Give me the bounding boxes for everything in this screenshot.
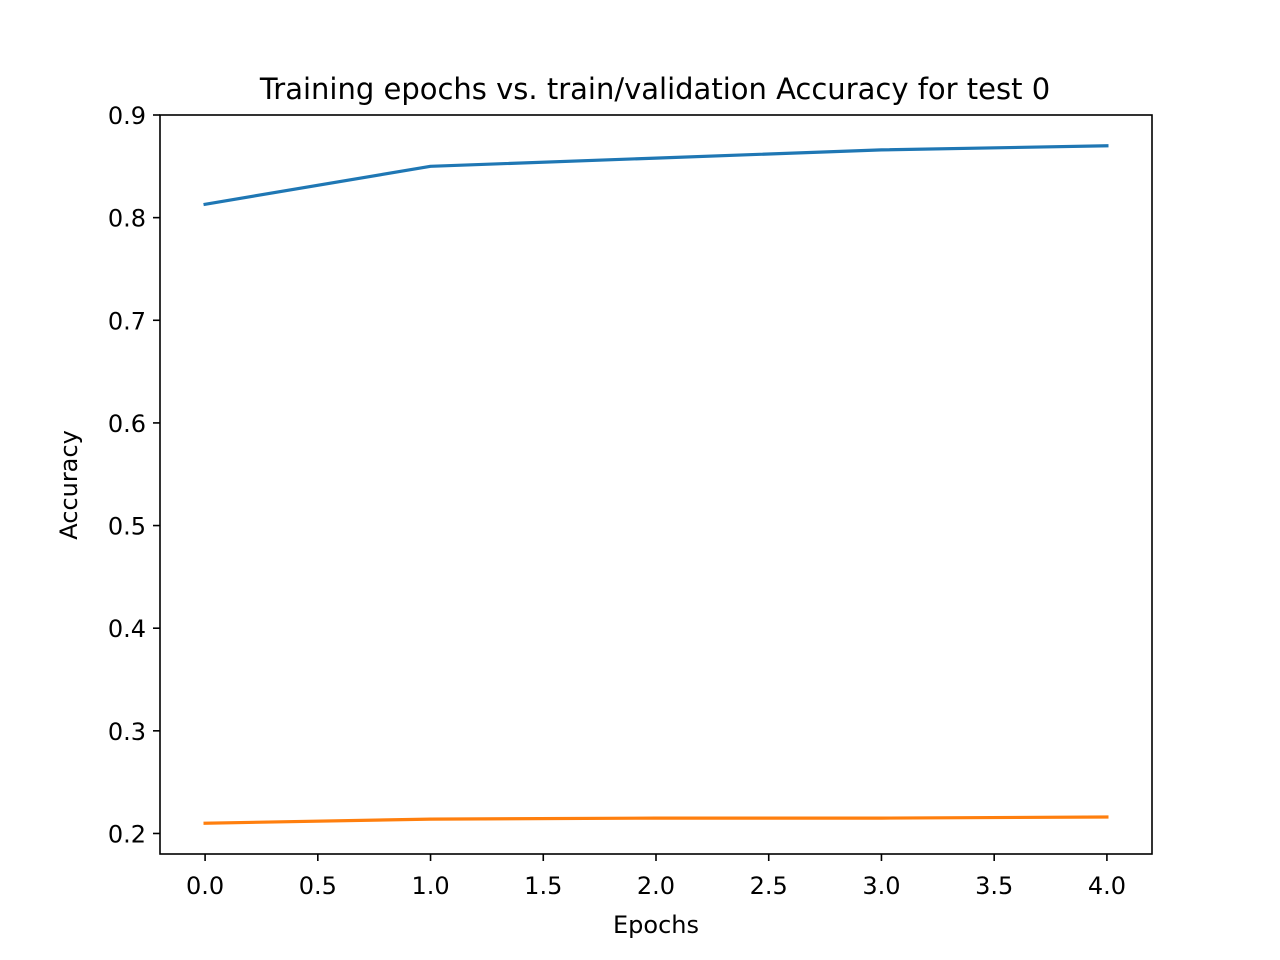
x-tick-label: 1.0 xyxy=(411,872,449,900)
x-axis-label: Epochs xyxy=(613,911,699,939)
x-axis: 0.0 0.5 1.0 1.5 2.0 2.5 3.0 3.5 4.0 xyxy=(186,854,1126,900)
x-tick-label: 0.0 xyxy=(186,872,224,900)
y-tick-label: 0.3 xyxy=(108,718,146,746)
x-tick-label: 4.0 xyxy=(1088,872,1126,900)
y-tick-label: 0.9 xyxy=(108,102,146,130)
y-tick-label: 0.4 xyxy=(108,615,146,643)
y-tick-label: 0.7 xyxy=(108,307,146,335)
y-tick-label: 0.5 xyxy=(108,513,146,541)
x-tick-label: 0.5 xyxy=(299,872,337,900)
y-axis-label: Accuracy xyxy=(55,430,83,540)
plot-frame xyxy=(159,114,1153,855)
y-axis: 0.2 0.3 0.4 0.5 0.6 0.7 0.8 0.9 xyxy=(108,102,160,848)
x-tick-label: 2.5 xyxy=(750,872,788,900)
x-tick-label: 2.0 xyxy=(637,872,675,900)
x-tick-label: 1.5 xyxy=(524,872,562,900)
y-tick-label: 0.6 xyxy=(108,410,146,438)
x-tick-label: 3.5 xyxy=(975,872,1013,900)
series-line-1 xyxy=(203,144,1109,207)
series-layer xyxy=(203,144,1109,825)
y-tick-label: 0.2 xyxy=(108,820,146,848)
chart-title: Training epochs vs. train/validation Acc… xyxy=(259,72,1050,106)
y-tick-label: 0.8 xyxy=(108,205,146,233)
x-tick-label: 3.0 xyxy=(862,872,900,900)
series-line-2 xyxy=(203,815,1109,825)
